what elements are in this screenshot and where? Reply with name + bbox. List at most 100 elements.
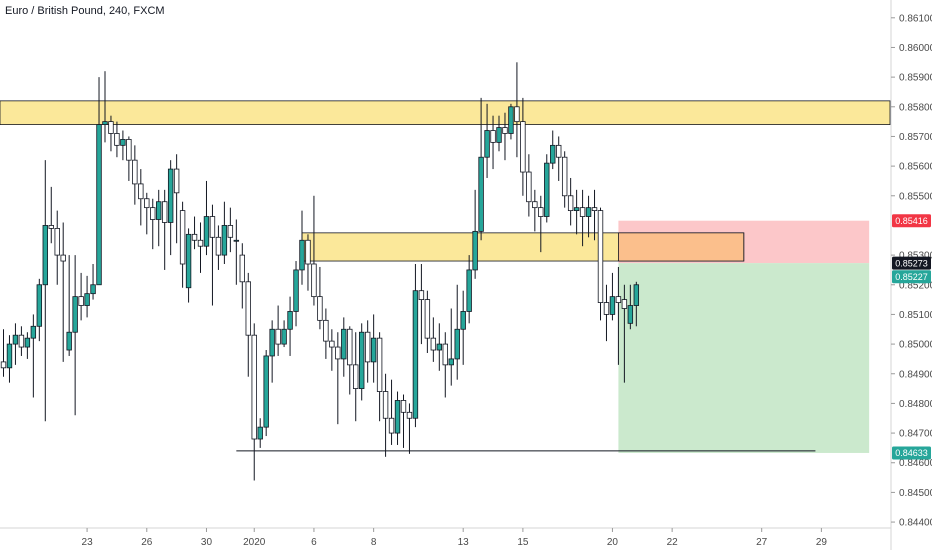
candle [114, 121, 120, 158]
candle [233, 219, 240, 285]
candle [335, 332, 341, 425]
candle [609, 272, 616, 321]
price-tags-layer: 0.85416 0.85273 0.85227 0.84633 [892, 214, 931, 460]
candle [412, 264, 419, 428]
candle [263, 350, 269, 437]
candle [203, 180, 210, 256]
price-tag: 0.85273 [892, 256, 931, 270]
candle-body [90, 284, 96, 295]
candle-body [18, 334, 25, 348]
candle [150, 198, 156, 250]
candle [430, 317, 437, 362]
candle-body [341, 328, 347, 360]
candle-body [191, 233, 198, 241]
candle [394, 391, 401, 445]
candle [633, 281, 640, 327]
candle-body [514, 106, 520, 123]
candle-body [609, 296, 616, 315]
candle [108, 115, 114, 152]
candle-body [597, 210, 604, 303]
candle-body [400, 400, 407, 413]
candle-body [454, 328, 460, 360]
candle-body [353, 364, 359, 389]
candle-body [36, 284, 43, 327]
candle-body [388, 417, 395, 434]
candle-body [102, 121, 108, 125]
candle [442, 332, 448, 398]
candle [126, 136, 132, 181]
price-tag-label: 0.85273 [895, 258, 928, 268]
price-tag-box [892, 256, 931, 270]
candle [156, 189, 162, 247]
candle [514, 62, 520, 158]
candle-body [221, 225, 228, 256]
candle-body [179, 210, 186, 265]
candle [538, 195, 544, 253]
candle [520, 97, 526, 196]
candle [257, 418, 263, 448]
candle-body [305, 239, 311, 265]
candle [341, 317, 347, 377]
candle-body [436, 343, 443, 351]
resistance-zone[interactable] [0, 100, 891, 125]
candles-layer [0, 62, 640, 481]
candle-body [472, 230, 478, 271]
candle [508, 103, 514, 140]
candle [281, 320, 287, 348]
candle [418, 264, 425, 345]
candle [173, 154, 180, 244]
candle [0, 329, 7, 377]
candle [42, 160, 48, 422]
candle-body [538, 207, 544, 217]
price-axis[interactable]: 0.86100 0.86000 0.85900 0.85800 0.85700 0.856… [891, 13, 932, 529]
time-tick-label: 26 [141, 537, 153, 548]
price-tag: 0.85416 [892, 214, 931, 228]
chart-title: Euro / British Pound, 240, FXCM [5, 5, 165, 17]
candle [48, 186, 54, 244]
candle-body [382, 391, 389, 419]
price-tick-label: 0.84900 [899, 369, 932, 380]
candle-body [108, 121, 114, 134]
time-axis[interactable]: 23 26 30 2020 6 8 13 15 20 22 27 29 [82, 528, 828, 548]
candle-body [460, 311, 466, 330]
candle-body [579, 207, 586, 217]
candle [317, 266, 323, 330]
candle [96, 77, 102, 286]
candle [460, 290, 466, 365]
candle [526, 154, 532, 217]
candle-body [251, 334, 257, 440]
candle [30, 314, 37, 398]
candle-body [591, 207, 598, 212]
candle-body [197, 239, 204, 247]
candle-body [561, 156, 568, 197]
candle-body [60, 254, 66, 262]
candle [6, 335, 13, 383]
time-tick-label: 6 [311, 537, 317, 548]
candle-body [364, 331, 371, 363]
candle [84, 275, 90, 318]
price-tick-label: 0.84700 [899, 429, 932, 440]
candle-body [406, 411, 413, 419]
candle-body [544, 162, 550, 217]
price-tag: 0.85227 [892, 270, 931, 284]
candle [305, 234, 311, 291]
candle-body [633, 284, 640, 306]
time-tick-label: 27 [756, 537, 768, 548]
candle [448, 308, 454, 386]
take-profit-zone[interactable] [618, 263, 870, 453]
candle [311, 195, 317, 306]
candle [132, 145, 138, 205]
candle [215, 225, 222, 270]
candle-body [412, 290, 419, 419]
candle-body [430, 337, 437, 351]
candle [287, 296, 293, 356]
candle [90, 264, 96, 300]
price-tag-box [892, 214, 931, 228]
candle-body [0, 361, 7, 369]
candle-body [442, 343, 448, 366]
candle [120, 130, 126, 161]
candle-body [275, 328, 281, 345]
candle-body [12, 334, 19, 345]
candle [621, 284, 628, 383]
